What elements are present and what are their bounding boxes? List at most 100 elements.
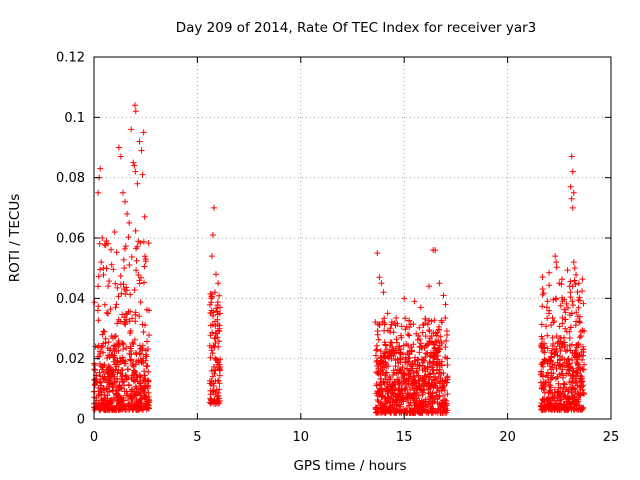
data-point — [569, 365, 576, 372]
data-point — [569, 298, 576, 305]
data-point — [128, 126, 135, 133]
data-point — [561, 380, 568, 387]
data-point — [97, 348, 104, 355]
data-point — [398, 323, 405, 330]
data-point — [133, 267, 140, 274]
data-point — [114, 284, 121, 291]
data-point — [120, 341, 127, 348]
data-point — [562, 316, 569, 323]
data-point — [444, 391, 451, 398]
data-point — [207, 354, 214, 361]
data-point — [206, 301, 213, 308]
data-point — [554, 340, 561, 347]
data-point — [538, 400, 545, 407]
data-point — [109, 334, 116, 341]
data-point — [378, 280, 385, 287]
x-tick-label: 15 — [396, 430, 413, 445]
data-point — [116, 401, 123, 408]
data-point — [569, 349, 576, 356]
data-point — [422, 350, 429, 357]
data-point — [141, 213, 148, 220]
data-point — [216, 292, 223, 299]
data-point — [397, 401, 404, 408]
data-point — [377, 348, 384, 355]
data-point — [125, 234, 132, 241]
data-point — [130, 159, 137, 166]
data-point — [569, 377, 576, 384]
data-point — [397, 332, 404, 339]
data-point — [563, 395, 570, 402]
data-point — [539, 373, 546, 380]
data-point — [100, 368, 107, 375]
data-point — [548, 384, 555, 391]
data-point — [436, 342, 443, 349]
data-point — [408, 406, 415, 413]
data-point — [131, 102, 138, 109]
data-point — [135, 272, 142, 279]
data-point — [215, 327, 222, 334]
data-point — [210, 363, 217, 370]
data-point — [432, 247, 439, 254]
data-point — [421, 357, 428, 364]
data-point — [539, 286, 546, 293]
data-point — [434, 344, 441, 351]
data-point — [210, 382, 217, 389]
data-point — [110, 345, 117, 352]
data-point — [105, 283, 112, 290]
x-tick-label: 25 — [603, 430, 620, 445]
y-tick-label: 0.04 — [56, 292, 85, 307]
x-tick-label: 20 — [499, 430, 516, 445]
data-point — [139, 342, 146, 349]
data-point — [439, 400, 446, 407]
data-point — [130, 378, 137, 385]
data-point — [444, 373, 451, 380]
data-point — [209, 329, 216, 336]
data-point — [407, 407, 414, 414]
data-point — [141, 253, 148, 260]
data-point — [545, 310, 552, 317]
data-point — [393, 370, 400, 377]
data-point — [553, 259, 560, 266]
data-point — [564, 346, 571, 353]
data-point — [568, 153, 575, 160]
data-point — [95, 385, 102, 392]
data-point — [213, 305, 220, 312]
data-point — [429, 367, 436, 374]
data-point — [216, 304, 223, 311]
data-point — [115, 316, 122, 323]
data-point — [400, 370, 407, 377]
data-point — [544, 332, 551, 339]
y-tick-label: 0.1 — [64, 111, 85, 126]
data-point — [211, 396, 218, 403]
data-point — [373, 369, 380, 376]
data-point — [390, 367, 397, 374]
axes: 0 5 10 15 20 25 0 0.02 0.04 0.06 0.08 0.1 0.12 — [56, 51, 619, 446]
data-point — [555, 338, 562, 345]
data-point — [135, 406, 142, 413]
data-point — [440, 384, 447, 391]
data-point — [127, 343, 134, 350]
data-point — [141, 279, 148, 286]
data-point — [422, 378, 429, 385]
data-point — [95, 189, 102, 196]
data-point — [374, 327, 381, 334]
data-point — [111, 354, 118, 361]
data-point — [402, 354, 409, 361]
data-point — [551, 393, 558, 400]
data-point — [578, 349, 585, 356]
data-point — [538, 333, 545, 340]
data-point — [383, 369, 390, 376]
data-point — [433, 332, 440, 339]
data-point — [138, 147, 145, 154]
data-point — [538, 321, 545, 328]
data-point — [145, 396, 152, 403]
data-point — [119, 189, 126, 196]
data-point — [386, 376, 393, 383]
data-point — [380, 289, 387, 296]
data-point — [127, 291, 134, 298]
data-point — [543, 304, 550, 311]
data-point — [576, 384, 583, 391]
data-point — [132, 383, 139, 390]
data-point — [101, 361, 108, 368]
data-point — [132, 377, 139, 384]
